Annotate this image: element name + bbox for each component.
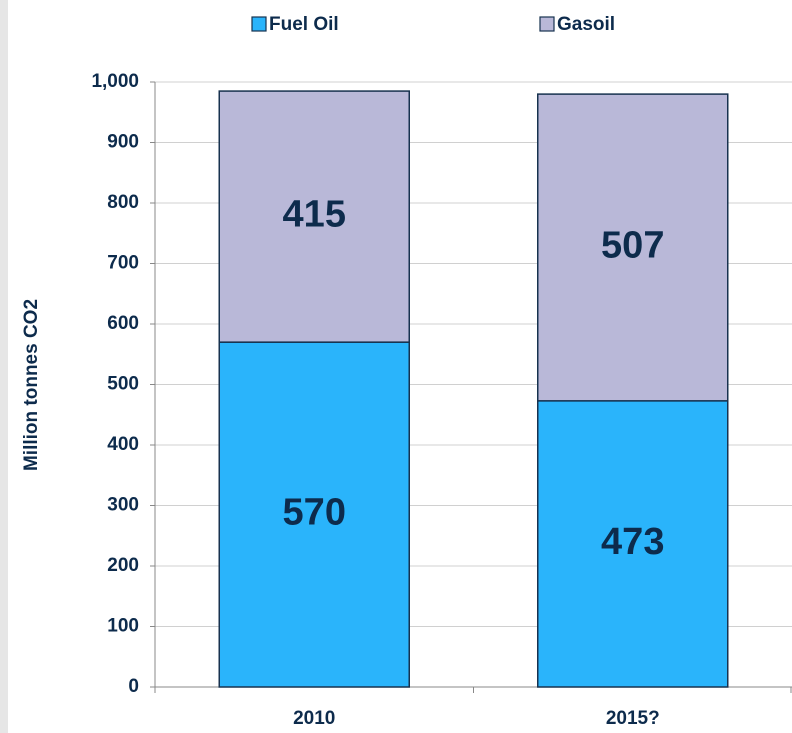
y-axis-label: Million tonnes CO2 (21, 299, 42, 471)
x-tick-label: 2010 (293, 708, 335, 729)
data-label: 570 (283, 492, 346, 534)
y-tick-label: 100 (107, 616, 139, 637)
y-tick-label: 500 (107, 374, 139, 395)
y-tick-label: 400 (107, 434, 139, 455)
legend-label: Fuel Oil (269, 14, 339, 35)
y-tick-label: 300 (107, 495, 139, 516)
legend-label: Gasoil (557, 14, 615, 35)
data-label: 415 (283, 194, 346, 236)
data-label: 473 (601, 521, 664, 563)
y-tick-label: 700 (107, 253, 139, 274)
x-tick-label: 2015? (606, 708, 660, 729)
legend-swatch (251, 16, 267, 32)
y-tick-label: 1,000 (91, 71, 139, 92)
y-tick-label: 800 (107, 192, 139, 213)
data-label: 507 (601, 224, 664, 266)
y-tick-label: 0 (128, 676, 139, 697)
y-tick-label: 900 (107, 132, 139, 153)
bar-segment (218, 90, 410, 343)
bar-segment (218, 341, 410, 688)
y-tick-label: 600 (107, 313, 139, 334)
y-tick-label: 200 (107, 555, 139, 576)
side-strip (0, 0, 8, 733)
legend-swatch (539, 16, 555, 32)
bar-segment (537, 400, 729, 688)
bar-segment (537, 93, 729, 402)
